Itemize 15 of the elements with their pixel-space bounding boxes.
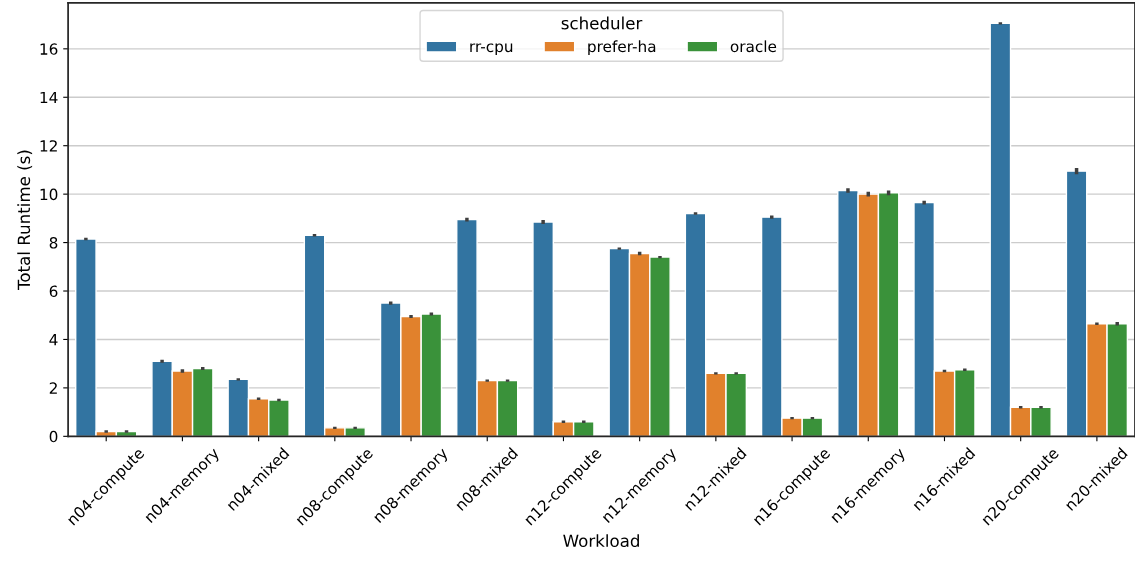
x-axis-title: Workload — [563, 534, 639, 548]
y-tick-label: 14 — [40, 91, 58, 104]
y-tick-label: 2 — [49, 382, 57, 394]
y-tick-label: 10 — [40, 188, 58, 201]
y-tick-label: 4 — [49, 334, 58, 346]
legend-label: oracle — [730, 40, 777, 53]
y-tick-label: 12 — [40, 140, 57, 152]
legend-label: prefer-ha — [588, 40, 656, 56]
y-axis-title: Total Runtime (s) — [17, 150, 33, 291]
y-tick-label: 16 — [40, 43, 58, 55]
y-tick-label: 0 — [49, 430, 58, 443]
legend-title: scheduler — [561, 16, 643, 30]
y-tick-label: 6 — [49, 285, 58, 298]
y-tick-label: 8 — [49, 237, 58, 249]
legend-label: rr-cpu — [470, 43, 513, 56]
